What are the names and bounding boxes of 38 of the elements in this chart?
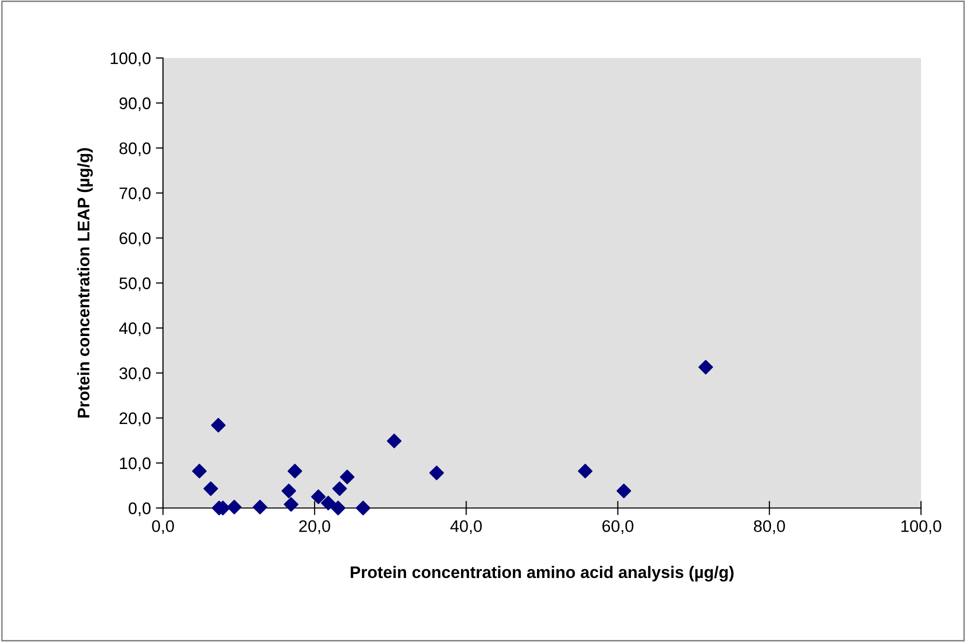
point [288, 464, 302, 478]
point [356, 500, 370, 516]
y-tick-label: 90,0 [120, 97, 151, 112]
y-tick-label: 70,0 [120, 187, 151, 202]
y-tick-label: 80,0 [119, 142, 151, 156]
y-tick-label: 10,0 [120, 457, 151, 472]
x-tick-label: 100,0 [901, 520, 942, 534]
y-axis-title: Protein concentration LEAP (µg/g) [77, 148, 93, 418]
y-tick-label: 20,0 [120, 412, 151, 426]
x-tick-label: 40,0 [450, 520, 482, 534]
point [284, 497, 298, 512]
y-tick-label: 50,0 [119, 277, 151, 292]
point [332, 481, 347, 496]
point [578, 464, 592, 478]
point [203, 481, 218, 496]
y-tick-label: 0,0 [128, 502, 151, 516]
point [616, 484, 632, 498]
point [226, 500, 242, 514]
x-tick-label: 20,0 [299, 520, 330, 534]
point [252, 500, 268, 514]
y-tick-label: 60,0 [120, 232, 151, 246]
y-tick-label: 40,0 [119, 322, 151, 336]
point [192, 464, 207, 478]
x-axis-title: Protein concentration amino acid analysis (µg/g) [350, 566, 734, 582]
point [282, 484, 296, 498]
y-tick-label: 30,0 [119, 367, 151, 382]
point [698, 360, 714, 374]
x-tick-label: 0,0 [152, 520, 174, 534]
point [429, 466, 444, 480]
point [211, 418, 226, 432]
point [386, 434, 402, 448]
point [330, 500, 346, 516]
point [340, 470, 354, 484]
x-tick-label: 80,0 [754, 520, 785, 534]
x-tick-label: 60,0 [602, 520, 634, 534]
point [320, 496, 336, 510]
point [311, 489, 326, 504]
y-tick-label: 100,0 [110, 52, 151, 66]
